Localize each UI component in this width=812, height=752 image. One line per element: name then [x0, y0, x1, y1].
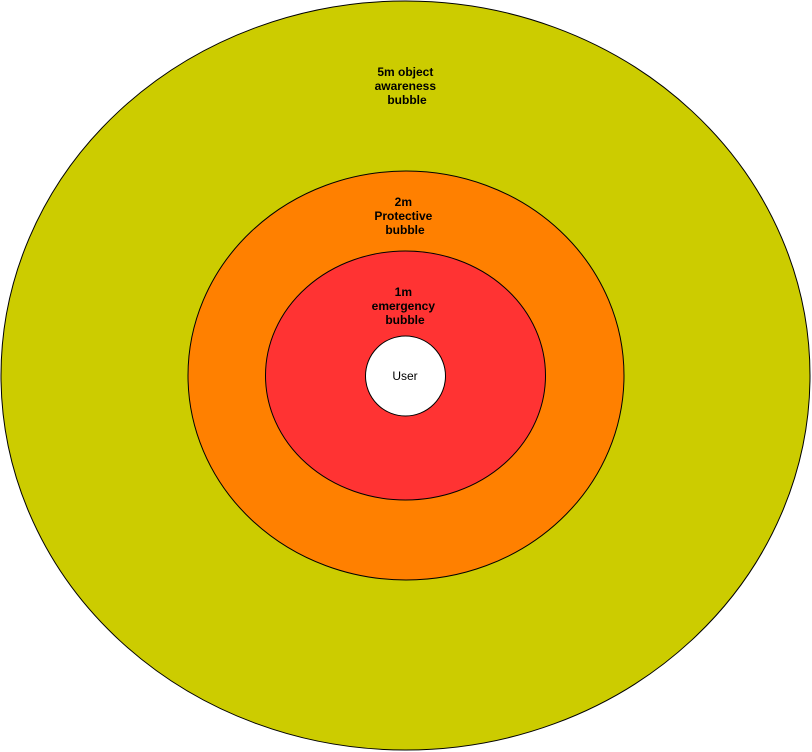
- protective-label-line-2: Protective: [374, 209, 432, 223]
- user-circle[interactable]: [365, 335, 446, 417]
- emergency-label-line-1: 1m: [395, 285, 412, 299]
- awareness-label-line-2: awareness: [375, 79, 437, 93]
- awareness-bubble-label: 5m object awareness bubble: [375, 65, 440, 107]
- awareness-label-line-3: bubble: [387, 93, 427, 107]
- protective-label-line-1: 2m: [395, 195, 412, 209]
- protective-label-line-3: bubble: [385, 223, 425, 237]
- emergency-label-line-3: bubble: [385, 313, 425, 327]
- protective-bubble-label: 2m Protective bubble: [374, 195, 435, 237]
- emergency-label-line-2: emergency: [372, 299, 436, 313]
- user-label: User: [392, 369, 417, 383]
- emergency-bubble-label: 1m emergency bubble: [372, 285, 439, 327]
- awareness-label-line-1: 5m object: [377, 65, 433, 79]
